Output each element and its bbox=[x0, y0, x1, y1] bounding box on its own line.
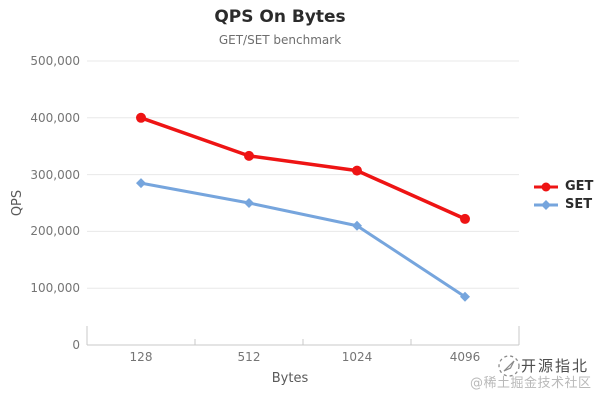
x-tick-label: 128 bbox=[129, 350, 153, 364]
set-data-point bbox=[352, 220, 362, 231]
legend-label-set: SET bbox=[565, 197, 593, 212]
series-set bbox=[136, 178, 470, 302]
y-tick-label: 300,000 bbox=[30, 167, 80, 182]
x-tick-label: 512 bbox=[237, 350, 261, 364]
y-tick-label: 200,000 bbox=[30, 224, 80, 239]
get-data-point bbox=[460, 213, 470, 224]
set-data-point bbox=[460, 291, 470, 302]
set-series-marker-icon bbox=[534, 199, 558, 210]
chart-subtitle: GET/SET benchmark bbox=[218, 33, 342, 47]
legend-item-set[interactable]: SET bbox=[533, 197, 593, 212]
chart-title: QPS On Bytes bbox=[214, 7, 346, 27]
get-series-marker-icon bbox=[534, 182, 558, 191]
watermark-community-text: @稀土掘金技术社区 bbox=[470, 376, 592, 391]
y-tick-label: 500,000 bbox=[30, 54, 80, 68]
legend-item-get[interactable]: GET bbox=[533, 179, 593, 194]
legend-label-get: GET bbox=[565, 179, 594, 194]
series-get bbox=[136, 112, 470, 224]
watermark-brand-text: 开源指北 bbox=[521, 357, 590, 375]
legend: GET SET bbox=[533, 179, 593, 212]
set-data-point bbox=[136, 178, 146, 189]
get-data-point bbox=[352, 165, 362, 176]
gridlines bbox=[87, 60, 519, 289]
y-tick-label: 100,000 bbox=[30, 281, 80, 296]
get-data-point bbox=[244, 150, 254, 161]
y-tick-label: 0 bbox=[72, 338, 80, 352]
x-tick-label: 4096 bbox=[449, 350, 481, 364]
x-tick-label: 1024 bbox=[341, 350, 373, 364]
x-axis-title: Bytes bbox=[271, 371, 309, 386]
set-data-point bbox=[244, 198, 254, 208]
y-tick-label: 400,000 bbox=[30, 110, 80, 125]
compass-icon bbox=[498, 355, 520, 377]
x-axis bbox=[86, 326, 520, 346]
get-data-point bbox=[136, 112, 146, 123]
